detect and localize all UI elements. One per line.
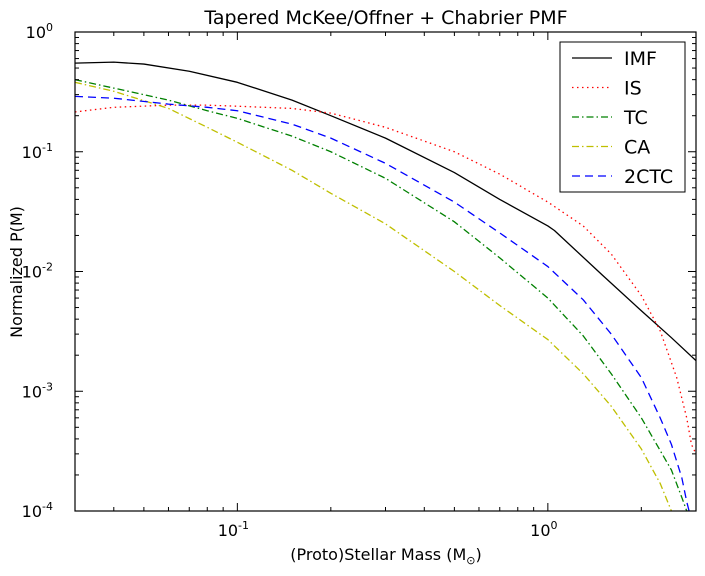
- legend-label-imf: IMF: [624, 48, 657, 70]
- legend-label-tc: TC: [623, 107, 648, 129]
- y-tick-label-3: 10-3: [22, 380, 53, 401]
- x-axis-title-sub: ⊙: [466, 554, 475, 567]
- legend-label-is: IS: [624, 78, 642, 100]
- y-axis-title: Normalized P(M): [7, 206, 26, 338]
- series-line-tc: [75, 79, 690, 511]
- legend-box: [559, 41, 686, 193]
- plot-area: 10-1 100 100 10-1 10-2 10-3 10-4: [22, 21, 697, 540]
- legend-entry-ca: CA: [572, 137, 650, 159]
- x-axis-title-main: (Proto)Stellar Mass (M: [290, 545, 466, 564]
- y-tick-label-2: 10-2: [22, 261, 53, 282]
- series-line-is: [75, 104, 696, 455]
- legend-entry-is: IS: [572, 78, 642, 100]
- y-tick-label-4: 10-4: [22, 500, 53, 521]
- legend-label-ca: CA: [624, 137, 650, 159]
- x-axis-title-close: ): [475, 545, 481, 564]
- x-axis-title: (Proto)Stellar Mass (M⊙): [290, 545, 481, 567]
- series-layer: [75, 61, 696, 511]
- legend-entry-tc: TC: [572, 107, 648, 129]
- x-tick-label-1: 100: [530, 519, 557, 540]
- series-line-imf: [75, 61, 696, 362]
- legend-entries: IMF IS TC CA 2CTC: [572, 48, 673, 188]
- chart-title: Tapered McKee/Offner + Chabrier PMF: [203, 7, 567, 29]
- series-line-ca: [75, 81, 673, 511]
- tick-layer: 10-1 100 100 10-1 10-2 10-3 10-4: [22, 21, 697, 540]
- legend-label-2ctc: 2CTC: [624, 166, 673, 188]
- series-line-2ctc: [75, 95, 690, 511]
- y-tick-label-1: 10-1: [22, 141, 53, 162]
- y-tick-label-0: 100: [26, 21, 53, 42]
- legend: IMF IS TC CA 2CTC: [559, 41, 686, 193]
- x-tick-label-0: 10-1: [218, 519, 249, 540]
- legend-entry-2ctc: 2CTC: [572, 166, 673, 188]
- legend-entry-imf: IMF: [572, 48, 657, 70]
